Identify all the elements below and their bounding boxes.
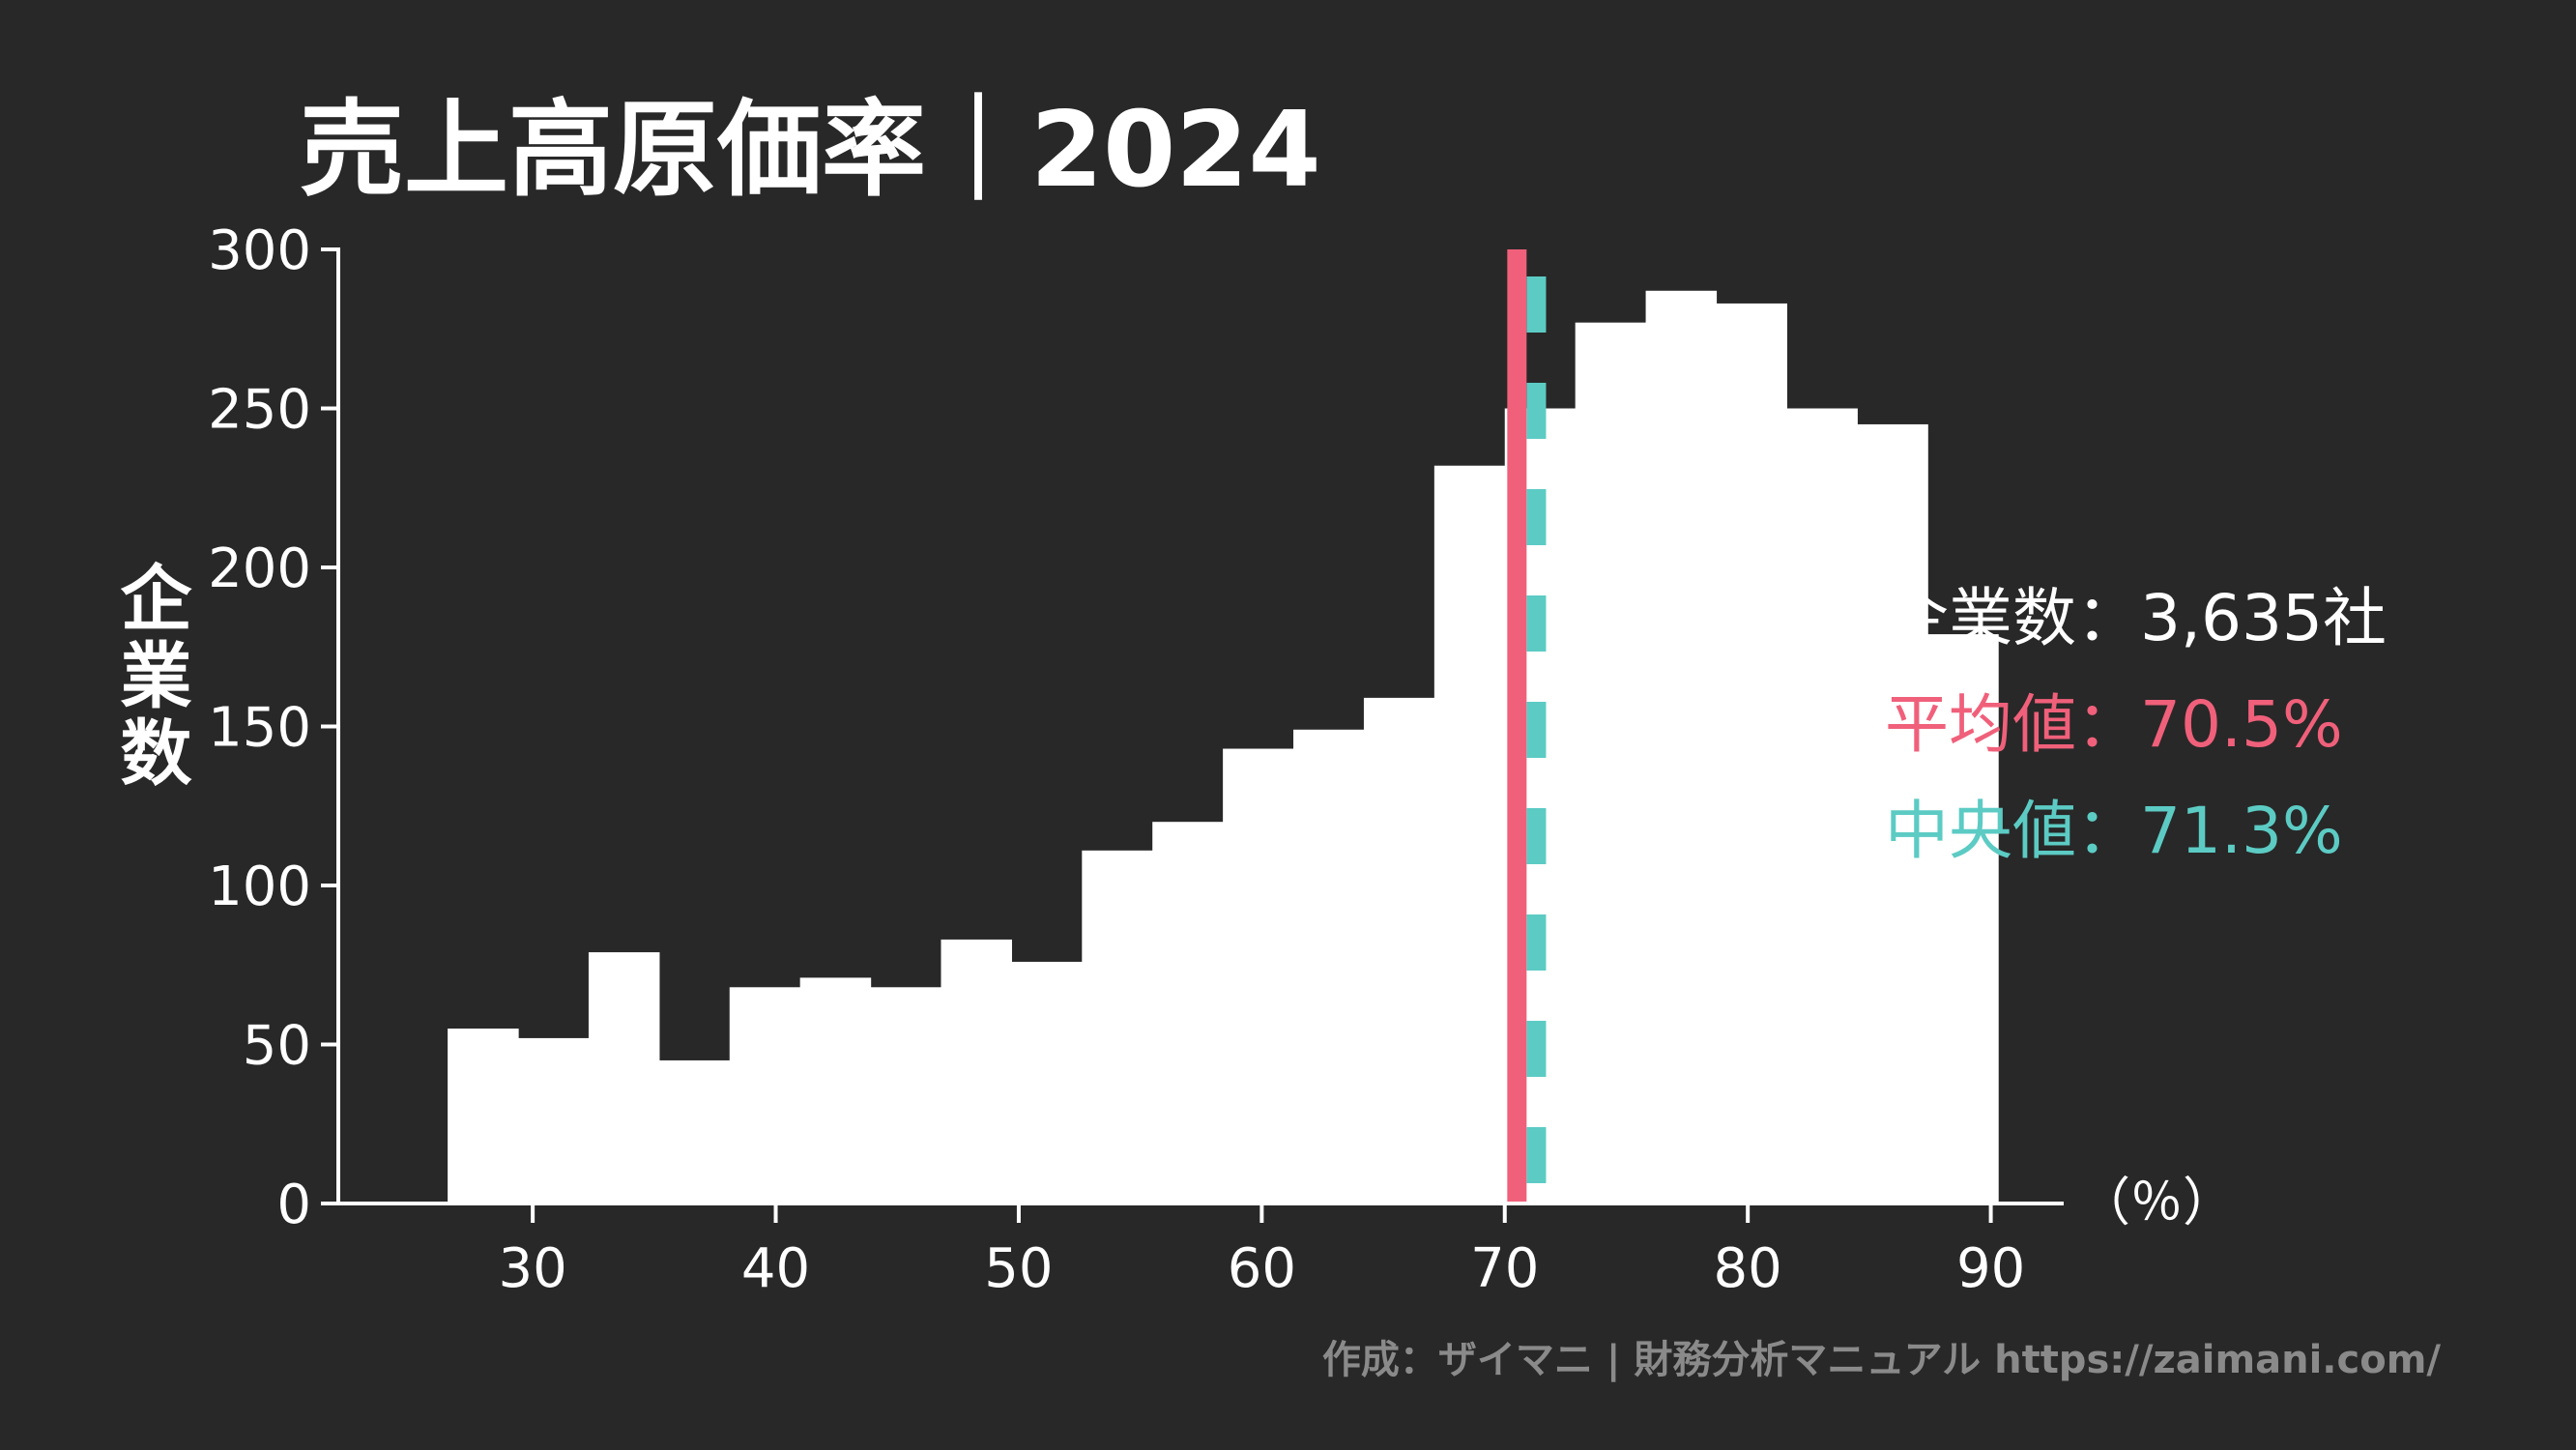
histogram-bar (1857, 423, 1928, 1204)
histogram-bar (941, 939, 1013, 1204)
y-axis-label: 企業数 (108, 561, 191, 793)
bars-layer (448, 290, 1999, 1204)
histogram-bar (1152, 822, 1224, 1204)
chart-title: 売上高原価率｜2024 (300, 90, 1321, 211)
x-tick-label: 70 (1470, 1237, 1539, 1300)
histogram-bar (799, 977, 872, 1204)
histogram-bar (1082, 850, 1153, 1204)
histogram-bar (1433, 465, 1506, 1204)
histogram-bar (448, 1029, 519, 1204)
x-tick-label: 50 (984, 1237, 1053, 1300)
x-tick-label: 40 (741, 1237, 810, 1300)
x-tick-label: 30 (498, 1237, 566, 1300)
histogram-bar (870, 987, 942, 1204)
histogram-bar (729, 987, 801, 1204)
y-tick-label: 200 (208, 537, 311, 600)
stat-mean: 平均値：70.5% (1885, 687, 2343, 762)
y-tick-label: 250 (208, 379, 311, 442)
histogram-bar (1927, 634, 1999, 1204)
x-axis-unit: （％） (2078, 1172, 2235, 1232)
histogram-bar (1645, 290, 1718, 1204)
histogram-bar (1575, 322, 1647, 1204)
y-tick-label: 0 (276, 1174, 311, 1236)
credit-text: 作成：ザイマニ | 財務分析マニュアル https://zaimani.com/ (1322, 1338, 2441, 1383)
histogram-bar (518, 1037, 590, 1204)
stat-median: 中央値：71.3% (1885, 794, 2343, 868)
histogram-bar (1363, 697, 1435, 1204)
histogram-bar (1293, 729, 1365, 1204)
histogram-bar (1716, 303, 1787, 1204)
x-tick-label: 90 (1956, 1237, 2025, 1300)
y-tick-label: 150 (208, 697, 311, 760)
reference-lines (1507, 249, 1547, 1204)
y-tick-label: 100 (208, 856, 311, 918)
stat-count: 企業数：3,635社 (1885, 581, 2387, 655)
x-tick-label: 60 (1228, 1237, 1296, 1300)
y-tick-label: 50 (243, 1015, 311, 1078)
histogram-bar (1011, 961, 1083, 1204)
histogram-bar (1223, 748, 1294, 1204)
histogram-bar (1786, 408, 1858, 1204)
histogram-bar (588, 952, 660, 1204)
histogram-bar (658, 1059, 731, 1204)
mean-line (1507, 249, 1527, 1204)
axes: 0 50 100 150 200 250 300 30 40 50 60 70 80 90 (208, 219, 2064, 1300)
y-tick-label: 300 (208, 219, 311, 282)
x-tick-label: 80 (1714, 1237, 1782, 1300)
